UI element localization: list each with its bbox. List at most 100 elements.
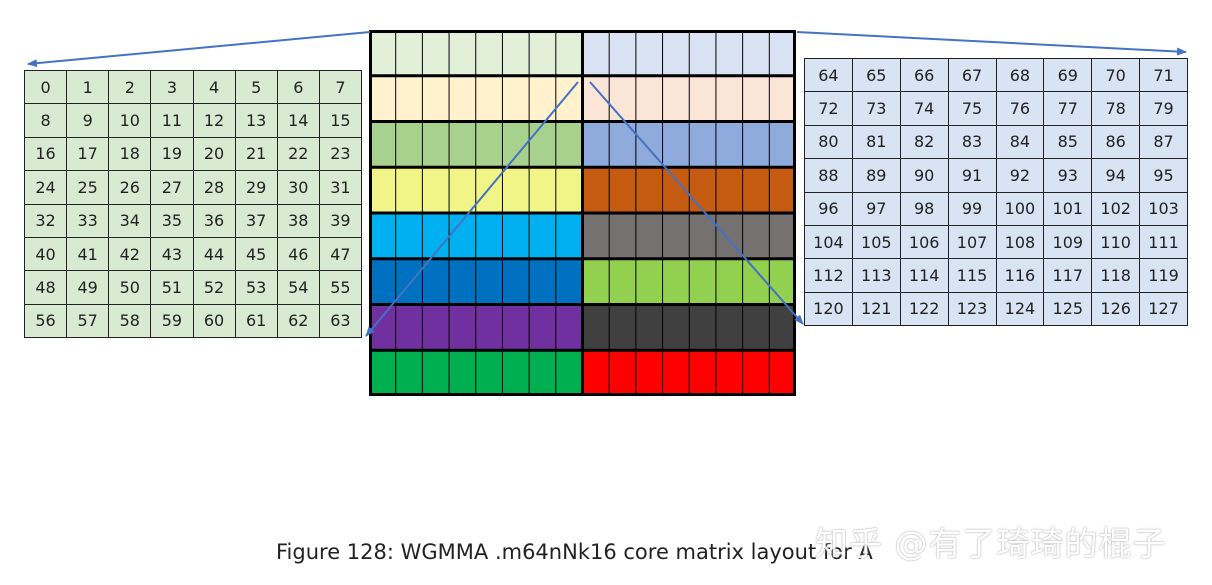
matrix-cell: 26 bbox=[109, 171, 151, 204]
matrix-cell: 61 bbox=[235, 304, 277, 337]
matrix-cell: 56 bbox=[25, 304, 67, 337]
matrix-cell: 35 bbox=[151, 204, 193, 237]
matrix-cell: 114 bbox=[900, 259, 948, 292]
matrix-cell: 115 bbox=[948, 259, 996, 292]
matrix-cell: 76 bbox=[996, 92, 1044, 125]
matrix-cell: 10 bbox=[109, 104, 151, 137]
matrix-cell: 4 bbox=[193, 71, 235, 104]
matrix-cell: 110 bbox=[1092, 225, 1140, 259]
matrix-cell: 0 bbox=[25, 71, 67, 104]
matrix-cell: 25 bbox=[67, 171, 109, 204]
matrix-cell: 98 bbox=[900, 192, 948, 225]
matrix-cell: 85 bbox=[1044, 125, 1092, 159]
matrix-cell: 37 bbox=[235, 204, 277, 237]
matrix-cell: 77 bbox=[1044, 92, 1092, 125]
matrix-cell: 93 bbox=[1044, 159, 1092, 192]
matrix-cell: 80 bbox=[805, 125, 852, 159]
matrix-cell: 102 bbox=[1092, 192, 1140, 225]
matrix-cell: 127 bbox=[1140, 292, 1187, 325]
matrix-cell: 112 bbox=[805, 259, 852, 292]
matrix-cell: 92 bbox=[996, 159, 1044, 192]
matrix-cell: 6 bbox=[277, 71, 319, 104]
matrix-cell: 90 bbox=[900, 159, 948, 192]
right-core-matrix-table: 64 65 66 67 68 69 70 71 72 73 74 75 76 77 78 79 80 81 82 83… bbox=[804, 58, 1188, 326]
matrix-cell: 42 bbox=[109, 237, 151, 271]
matrix-cell: 27 bbox=[151, 171, 193, 204]
matrix-cell: 16 bbox=[25, 137, 67, 171]
matrix-cell: 9 bbox=[67, 104, 109, 137]
matrix-cell: 63 bbox=[319, 304, 361, 337]
matrix-cell: 39 bbox=[319, 204, 361, 237]
matrix-cell: 105 bbox=[852, 225, 900, 259]
matrix-cell: 74 bbox=[900, 92, 948, 125]
matrix-cell: 66 bbox=[900, 59, 948, 92]
top-right-arrow bbox=[796, 31, 1187, 56]
matrix-cell: 14 bbox=[277, 104, 319, 137]
matrix-cell: 30 bbox=[277, 171, 319, 204]
matrix-cell: 104 bbox=[805, 225, 852, 259]
matrix-cell: 100 bbox=[996, 192, 1044, 225]
matrix-cell: 7 bbox=[319, 71, 361, 104]
matrix-cell: 125 bbox=[1044, 292, 1092, 325]
matrix-cell: 126 bbox=[1092, 292, 1140, 325]
matrix-cell: 52 bbox=[193, 271, 235, 304]
core-matrix-grid bbox=[369, 30, 796, 396]
matrix-cell: 109 bbox=[1044, 225, 1092, 259]
matrix-cell: 31 bbox=[319, 171, 361, 204]
matrix-cell: 71 bbox=[1140, 59, 1187, 92]
matrix-cell: 116 bbox=[996, 259, 1044, 292]
matrix-cell: 28 bbox=[193, 171, 235, 204]
watermark: 知乎 @有了琦琦的棍子 bbox=[815, 524, 1167, 563]
matrix-cell: 87 bbox=[1140, 125, 1187, 159]
matrix-cell: 33 bbox=[67, 204, 109, 237]
matrix-cell: 50 bbox=[109, 271, 151, 304]
matrix-cell: 15 bbox=[319, 104, 361, 137]
matrix-cell: 64 bbox=[805, 59, 852, 92]
matrix-cell: 88 bbox=[805, 159, 852, 192]
matrix-cell: 49 bbox=[67, 271, 109, 304]
matrix-cell: 72 bbox=[805, 92, 852, 125]
matrix-cell: 103 bbox=[1140, 192, 1187, 225]
matrix-cell: 123 bbox=[948, 292, 996, 325]
matrix-cell: 21 bbox=[235, 137, 277, 171]
matrix-cell: 65 bbox=[852, 59, 900, 92]
matrix-cell: 36 bbox=[193, 204, 235, 237]
matrix-cell: 121 bbox=[852, 292, 900, 325]
matrix-cell: 78 bbox=[1092, 92, 1140, 125]
matrix-cell: 24 bbox=[25, 171, 67, 204]
matrix-cell: 51 bbox=[151, 271, 193, 304]
matrix-cell: 55 bbox=[319, 271, 361, 304]
matrix-cell: 20 bbox=[193, 137, 235, 171]
matrix-cell: 67 bbox=[948, 59, 996, 92]
matrix-cell: 47 bbox=[319, 237, 361, 271]
matrix-cell: 3 bbox=[151, 71, 193, 104]
matrix-cell: 12 bbox=[193, 104, 235, 137]
matrix-cell: 83 bbox=[948, 125, 996, 159]
matrix-cell: 46 bbox=[277, 237, 319, 271]
matrix-cell: 48 bbox=[25, 271, 67, 304]
matrix-cell: 8 bbox=[25, 104, 67, 137]
matrix-cell: 69 bbox=[1044, 59, 1092, 92]
matrix-cell: 5 bbox=[235, 71, 277, 104]
top-left-arrow bbox=[27, 31, 371, 68]
matrix-cell: 86 bbox=[1092, 125, 1140, 159]
matrix-cell: 34 bbox=[109, 204, 151, 237]
matrix-cell: 38 bbox=[277, 204, 319, 237]
matrix-cell: 81 bbox=[852, 125, 900, 159]
matrix-cell: 108 bbox=[996, 225, 1044, 259]
matrix-cell: 113 bbox=[852, 259, 900, 292]
matrix-cell: 101 bbox=[1044, 192, 1092, 225]
matrix-cell: 82 bbox=[900, 125, 948, 159]
matrix-cell: 79 bbox=[1140, 92, 1187, 125]
matrix-cell: 59 bbox=[151, 304, 193, 337]
matrix-cell: 96 bbox=[805, 192, 852, 225]
matrix-cell: 54 bbox=[277, 271, 319, 304]
matrix-cell: 40 bbox=[25, 237, 67, 271]
matrix-cell: 119 bbox=[1140, 259, 1187, 292]
matrix-cell: 117 bbox=[1044, 259, 1092, 292]
matrix-cell: 2 bbox=[109, 71, 151, 104]
matrix-cell: 23 bbox=[319, 137, 361, 171]
matrix-cell: 13 bbox=[235, 104, 277, 137]
matrix-cell: 73 bbox=[852, 92, 900, 125]
matrix-cell: 124 bbox=[996, 292, 1044, 325]
